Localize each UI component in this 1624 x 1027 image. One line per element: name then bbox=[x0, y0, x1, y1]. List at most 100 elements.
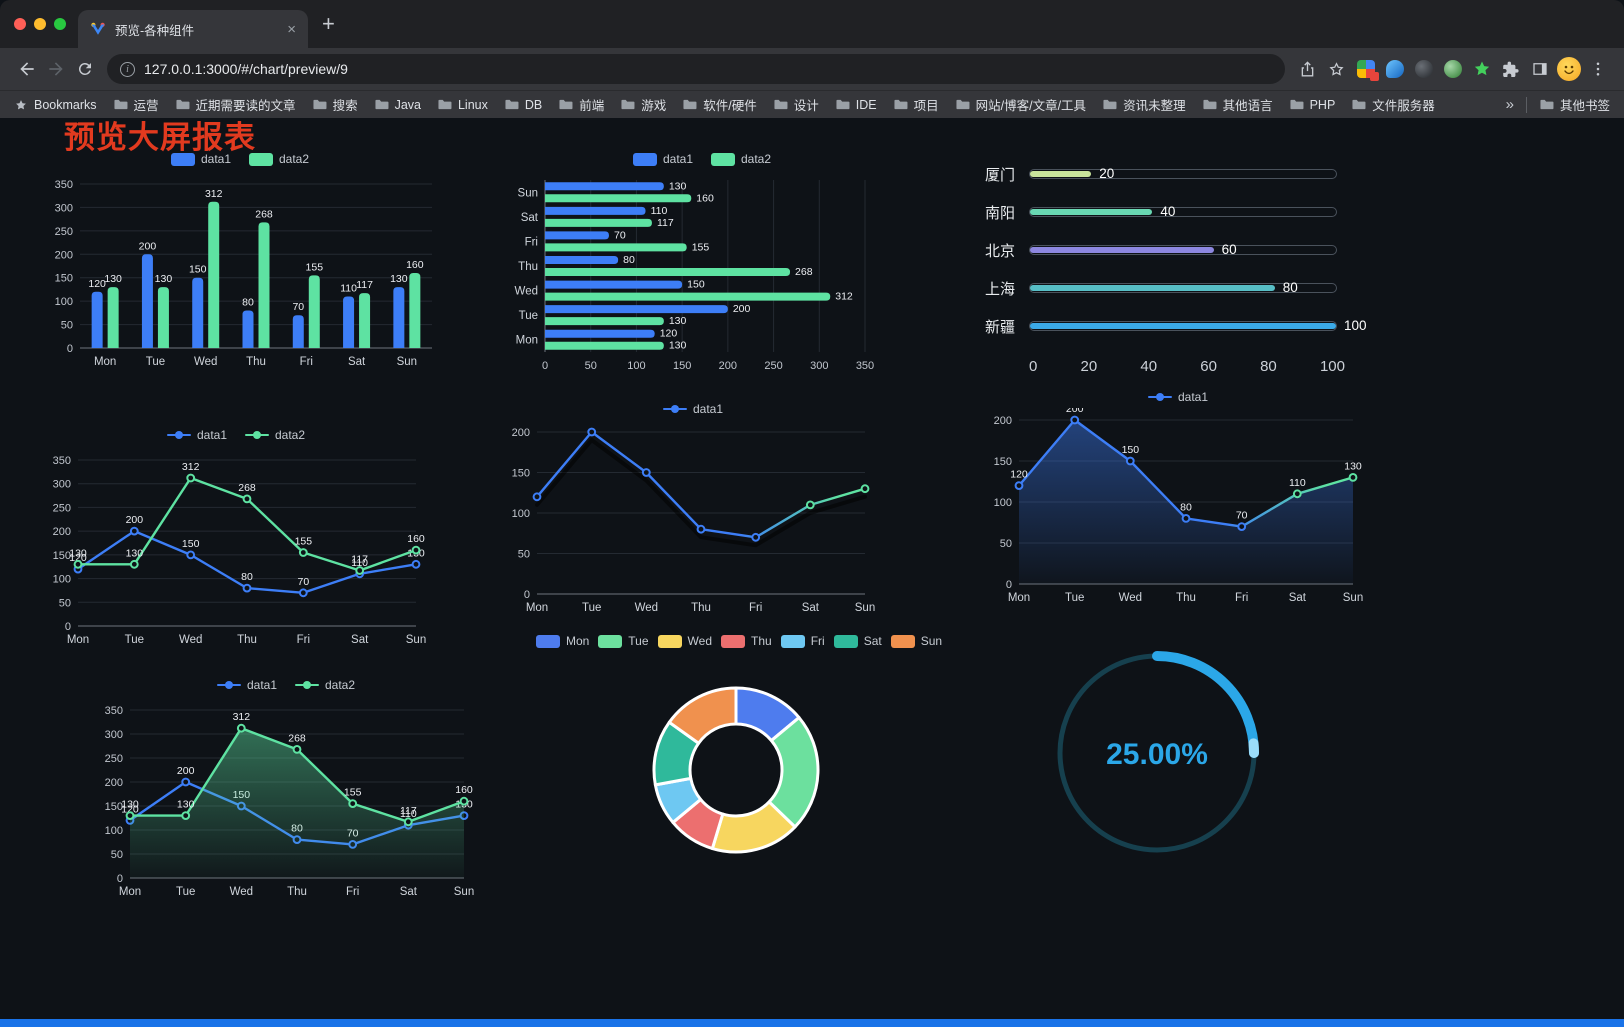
legend-swatch bbox=[662, 405, 687, 413]
gradient-area-line-chart[interactable]: 0 50 100 150 200 Mon Tue Wed Thu Fri Sat Sun 120 200 1… bbox=[985, 403, 1371, 614]
gradient-line-chart[interactable]: 0 50 100 150 200 Mon Tue Wed Thu Fri Sat Sun bbox=[503, 420, 883, 624]
svg-text:300: 300 bbox=[105, 729, 123, 741]
legend-label: Sun bbox=[920, 634, 943, 648]
bookmark-folder[interactable]: Java bbox=[374, 98, 421, 112]
legend-item[interactable]: Thu bbox=[721, 634, 772, 648]
extension-icon-green-circle[interactable] bbox=[1438, 55, 1467, 84]
bookmarks-root[interactable]: Bookmarks bbox=[14, 98, 97, 112]
extension-icon-dark-sphere[interactable] bbox=[1409, 55, 1438, 84]
window-minimize-button[interactable] bbox=[34, 18, 46, 30]
window-controls bbox=[14, 18, 66, 30]
svg-text:150: 150 bbox=[673, 360, 691, 372]
bookmark-folder[interactable]: 搜索 bbox=[312, 95, 358, 114]
bookmark-folder[interactable]: DB bbox=[504, 98, 542, 112]
folder-icon bbox=[176, 99, 190, 110]
legend-item[interactable]: data1 bbox=[170, 152, 231, 166]
svg-text:Mon: Mon bbox=[526, 602, 548, 614]
progress-track[interactable]: 20 bbox=[1029, 166, 1337, 181]
bookmark-folder[interactable]: Linux bbox=[437, 98, 488, 112]
grouped-bar-chart[interactable]: 0 50 100 150 200 250 300 350 Mon Tue Wed Thu Fri Sat S… bbox=[40, 170, 440, 378]
legend-item[interactable]: data1 bbox=[166, 428, 227, 442]
bookmark-folder[interactable]: 前端 bbox=[558, 95, 604, 114]
profile-avatar[interactable] bbox=[1554, 55, 1583, 84]
share-icon[interactable] bbox=[1293, 55, 1322, 84]
bookmark-folder[interactable]: 其他语言 bbox=[1202, 95, 1273, 114]
tab-close-icon[interactable]: × bbox=[287, 20, 296, 38]
legend-item[interactable]: Tue bbox=[598, 634, 649, 648]
legend-label: data1 bbox=[662, 152, 693, 166]
bookmark-folder[interactable]: PHP bbox=[1289, 98, 1335, 112]
svg-text:200: 200 bbox=[177, 765, 195, 777]
dashboard-content: 预览大屏报表 data1 data2 0 50 100 150 200 250 300 350 M… bbox=[0, 118, 1624, 1019]
legend-label: data1 bbox=[200, 152, 231, 166]
bookmark-star-icon[interactable] bbox=[1322, 55, 1351, 84]
legend-item[interactable]: Wed bbox=[657, 634, 712, 648]
legend-item[interactable]: data1 bbox=[662, 402, 723, 416]
legend-item[interactable]: data1 bbox=[216, 678, 277, 692]
reload-button[interactable] bbox=[70, 55, 99, 84]
window-zoom-button[interactable] bbox=[54, 18, 66, 30]
legend-swatch bbox=[890, 634, 915, 648]
legend-item[interactable]: Mon bbox=[535, 634, 589, 648]
legend-item[interactable]: Sun bbox=[890, 634, 943, 648]
bookmark-folder[interactable]: 资讯未整理 bbox=[1102, 95, 1186, 114]
legend-item[interactable]: data1 bbox=[1147, 390, 1208, 404]
progress-track[interactable]: 100 bbox=[1029, 318, 1367, 333]
other-bookmarks[interactable]: 其他书签 bbox=[1539, 95, 1610, 114]
percent-gauge-chart[interactable]: 25.00% bbox=[1036, 632, 1278, 874]
progress-track[interactable]: 60 bbox=[1029, 242, 1337, 257]
extension-icon-grid[interactable] bbox=[1351, 55, 1380, 84]
legend-item[interactable]: Sat bbox=[833, 634, 882, 648]
legend-item[interactable]: Fri bbox=[780, 634, 825, 648]
page-title: 预览大屏报表 bbox=[64, 120, 256, 155]
bookmark-folder[interactable]: 设计 bbox=[773, 95, 819, 114]
chart-cell-area-line: data1 0 50 100 150 200 Mon Tue Wed Thu Fri Sat Sun 1… bbox=[985, 386, 1371, 619]
bookmark-folder[interactable]: IDE bbox=[835, 98, 877, 112]
browser-menu-icon[interactable] bbox=[1583, 55, 1612, 84]
svg-text:150: 150 bbox=[512, 468, 530, 480]
svg-text:117: 117 bbox=[400, 805, 417, 817]
svg-text:155: 155 bbox=[295, 535, 313, 547]
extension-icon-blue-drop[interactable] bbox=[1380, 55, 1409, 84]
city-progress-chart[interactable]: 厦门 20 南阳 40 北京 60 上海 80 新疆 100 0 20 40 60 80 100 bbox=[985, 162, 1385, 375]
extension-icon-green-star[interactable] bbox=[1467, 55, 1496, 84]
bookmark-folder[interactable]: 游戏 bbox=[620, 95, 666, 114]
bookmarks-bar: Bookmarks 运营 近期需要读的文章 搜索 Java Linux DB 前端 游戏 软件/… bbox=[0, 90, 1624, 118]
svg-text:312: 312 bbox=[233, 711, 251, 723]
window-close-button[interactable] bbox=[14, 18, 26, 30]
legend-item[interactable]: data1 bbox=[632, 152, 693, 166]
legend-grouped-bar: data1 data2 bbox=[40, 148, 440, 170]
svg-text:200: 200 bbox=[55, 249, 73, 261]
bookmark-folder[interactable]: 文件服务器 bbox=[1351, 95, 1435, 114]
legend-item[interactable]: data2 bbox=[295, 678, 355, 692]
axis-tick-label: 100 bbox=[1319, 358, 1345, 375]
legend-item[interactable]: data2 bbox=[249, 152, 309, 166]
progress-track[interactable]: 40 bbox=[1029, 204, 1337, 219]
two-series-area-chart[interactable]: 0 50 100 150 200 250 300 350 Mon Tue Wed Thu Fri Sat S… bbox=[92, 696, 480, 908]
bookmark-folder[interactable]: 网站/博客/文章/工具 bbox=[955, 95, 1086, 114]
bookmark-folder[interactable]: 运营 bbox=[113, 95, 159, 114]
svg-text:Mon: Mon bbox=[1008, 592, 1030, 604]
week-donut-chart[interactable] bbox=[540, 652, 938, 952]
browser-tab[interactable]: 预览-各种组件 × bbox=[78, 10, 308, 48]
legend-item[interactable]: data2 bbox=[711, 152, 771, 166]
url-bar[interactable]: i 127.0.0.1:3000/#/chart/preview/9 bbox=[107, 54, 1285, 84]
bookmark-folder[interactable]: 近期需要读的文章 bbox=[175, 95, 296, 114]
folder-icon bbox=[438, 99, 452, 110]
legend-label: Thu bbox=[751, 634, 772, 648]
page-info-icon[interactable]: i bbox=[120, 61, 135, 77]
progress-track[interactable]: 80 bbox=[1029, 280, 1337, 295]
svg-text:0: 0 bbox=[65, 621, 71, 633]
new-tab-button[interactable]: + bbox=[322, 11, 335, 36]
bookmarks-overflow-chevron[interactable]: » bbox=[1505, 96, 1514, 113]
svg-text:120: 120 bbox=[69, 552, 87, 564]
two-series-line-chart[interactable]: 0 50 100 150 200 250 300 350 Mon Tue Wed Thu Fri Sat S… bbox=[40, 446, 432, 656]
legend-item[interactable]: data2 bbox=[245, 428, 305, 442]
back-button[interactable] bbox=[12, 55, 41, 84]
side-panel-icon[interactable] bbox=[1525, 55, 1554, 84]
forward-button[interactable] bbox=[41, 55, 70, 84]
extensions-puzzle-icon[interactable] bbox=[1496, 55, 1525, 84]
bookmark-folder[interactable]: 软件/硬件 bbox=[682, 95, 757, 114]
bookmark-folder[interactable]: 项目 bbox=[893, 95, 939, 114]
